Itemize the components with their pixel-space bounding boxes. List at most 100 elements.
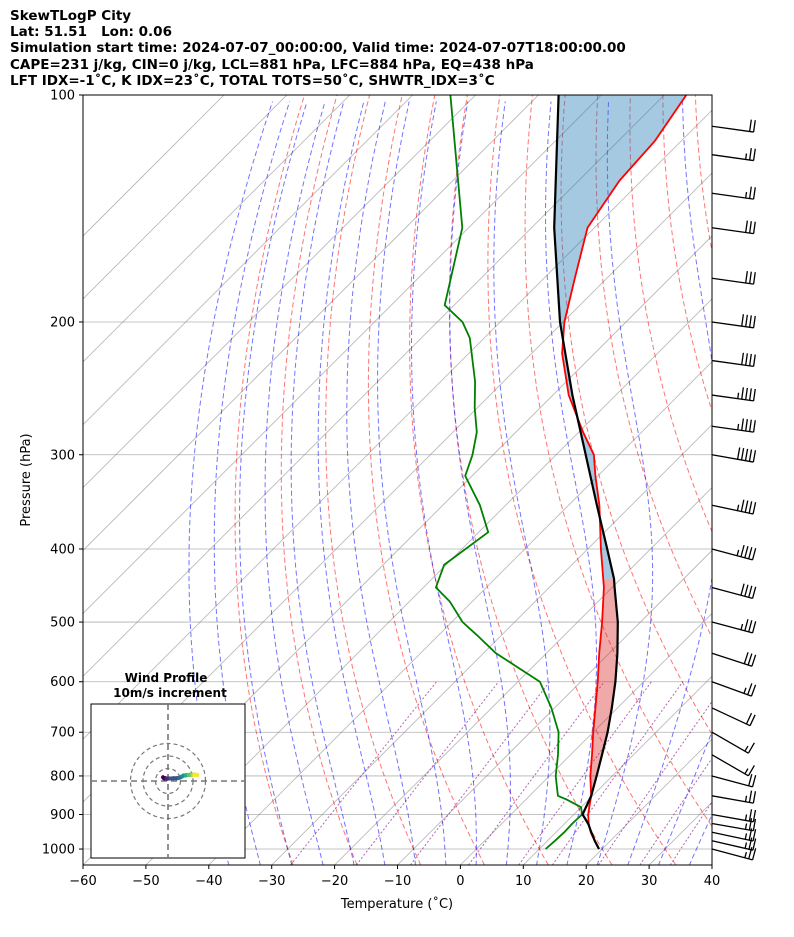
wind-barb bbox=[711, 809, 757, 823]
wind-barb bbox=[711, 220, 756, 235]
x-tick-label: 40 bbox=[704, 874, 721, 889]
dry-adiabat bbox=[560, 95, 712, 736]
moist-adiabat bbox=[290, 101, 355, 865]
mixing-ratio-line bbox=[290, 681, 437, 865]
dry-adiabat bbox=[280, 95, 358, 865]
wind-barb bbox=[711, 619, 757, 634]
isotherm bbox=[208, 361, 712, 865]
y-tick-label: 1000 bbox=[42, 843, 75, 858]
wind-barb bbox=[711, 148, 756, 162]
wind-barb bbox=[711, 681, 757, 697]
dry-adiabat bbox=[761, 95, 794, 865]
wind-barb bbox=[711, 186, 756, 200]
location-line: Lat: 51.51 Lon: 0.06 bbox=[10, 24, 172, 41]
isotherm bbox=[83, 95, 602, 614]
isotherm bbox=[334, 487, 712, 865]
x-tick-label: −50 bbox=[132, 874, 159, 889]
x-tick-label: 30 bbox=[641, 874, 658, 889]
cape-line: CAPE=231 j/kg, CIN=0 j/kg, LCL=881 hPa, … bbox=[10, 56, 534, 73]
isotherm bbox=[271, 424, 712, 865]
x-tick-label: 0 bbox=[456, 874, 464, 889]
wind-barb bbox=[711, 774, 757, 788]
wind-barb bbox=[711, 652, 757, 667]
x-tick-label: −30 bbox=[258, 874, 285, 889]
y-tick-label: 800 bbox=[50, 769, 75, 784]
temperature-line bbox=[561, 95, 688, 850]
dewpoint-line bbox=[434, 95, 583, 850]
time-line: Simulation start time: 2024-07-07_00:00:… bbox=[10, 40, 626, 57]
wind-barb bbox=[711, 314, 756, 329]
y-tick-label: 600 bbox=[50, 675, 75, 690]
mixing-ratio-line bbox=[639, 757, 712, 865]
isotherm bbox=[83, 95, 476, 489]
hodograph-subtitle: 10m/s increment bbox=[113, 686, 227, 700]
isotherm bbox=[83, 95, 351, 363]
isotherm bbox=[711, 864, 712, 865]
profile-lines bbox=[434, 95, 688, 850]
isotherm bbox=[648, 801, 712, 865]
wind-barb bbox=[711, 447, 757, 463]
x-tick-label: −60 bbox=[69, 874, 96, 889]
isotherm bbox=[83, 95, 288, 300]
y-tick-label: 700 bbox=[50, 726, 75, 741]
mixing-ratio-line bbox=[669, 800, 712, 865]
dry-adiabat bbox=[524, 95, 712, 828]
y-tick-label: 500 bbox=[50, 616, 75, 631]
x-axis-label: Temperature (˚C) bbox=[340, 896, 453, 912]
positive-area-lower-fill bbox=[586, 578, 618, 808]
dry-adiabat bbox=[409, 95, 549, 865]
mixing-ratio-line bbox=[409, 681, 550, 865]
moist-adiabat bbox=[493, 101, 551, 865]
wind-barb bbox=[711, 731, 755, 754]
moist-adiabat bbox=[627, 101, 712, 865]
axes: −60 −50 −40 −30 −20 −10 0 10 20 30 40 100 200 300 400 5… bbox=[42, 89, 720, 890]
y-tick-label: 400 bbox=[50, 542, 75, 557]
moist-adiabat bbox=[410, 101, 477, 865]
moist-adiabat bbox=[188, 101, 273, 865]
y-tick-label: 100 bbox=[50, 89, 75, 104]
moist-adiabat bbox=[658, 730, 712, 865]
moist-adiabat bbox=[596, 101, 654, 865]
isotherm bbox=[83, 95, 539, 552]
wind-barb bbox=[711, 418, 756, 433]
isotherm bbox=[523, 675, 712, 865]
wind-barb bbox=[711, 352, 756, 368]
isotherm bbox=[145, 298, 712, 865]
wind-barb bbox=[711, 707, 756, 727]
wind-barb bbox=[711, 544, 757, 561]
isotherm bbox=[397, 549, 712, 865]
station-title: SkewTLogP City bbox=[10, 8, 132, 24]
dry-adiabat bbox=[629, 95, 712, 533]
dry-adiabat bbox=[694, 95, 712, 254]
isotherm bbox=[83, 95, 413, 426]
hodograph-inset: Wind Profile 10m/s increment bbox=[90, 671, 246, 859]
y-tick-label: 200 bbox=[50, 315, 75, 330]
mixing-ratio-line bbox=[551, 681, 684, 865]
mixing-ratio-line bbox=[518, 681, 652, 865]
wind-barb bbox=[711, 847, 757, 861]
moist-adiabat bbox=[264, 101, 326, 865]
dry-adiabat bbox=[234, 95, 305, 865]
wind-barb bbox=[711, 583, 757, 600]
moist-adiabat bbox=[317, 101, 386, 865]
moist-adiabat bbox=[346, 101, 416, 865]
isotherm bbox=[83, 95, 225, 237]
hodograph-title: Wind Profile bbox=[125, 671, 208, 685]
wind-barb bbox=[711, 119, 756, 133]
dry-adiabat bbox=[595, 95, 712, 639]
dry-adiabat bbox=[448, 95, 613, 865]
wind-barbs bbox=[711, 119, 757, 861]
chart-header: SkewTLogP City Lat: 51.51 Lon: 0.06 Simu… bbox=[10, 8, 626, 89]
moist-adiabat bbox=[377, 101, 447, 865]
wind-barb bbox=[711, 837, 757, 851]
isotherm bbox=[460, 612, 712, 865]
dry-adiabat bbox=[662, 95, 712, 413]
dry-adiabat bbox=[728, 95, 794, 865]
indices-line: LFT IDX=-1˚C, K IDX=23˚C, TOTAL TOTS=50˚… bbox=[10, 72, 495, 89]
y-tick-label: 300 bbox=[50, 448, 75, 463]
isotherm bbox=[83, 109, 712, 740]
x-tick-label: 10 bbox=[515, 874, 532, 889]
positive-area-upper-fill bbox=[554, 95, 687, 579]
dry-adiabat bbox=[487, 95, 677, 865]
